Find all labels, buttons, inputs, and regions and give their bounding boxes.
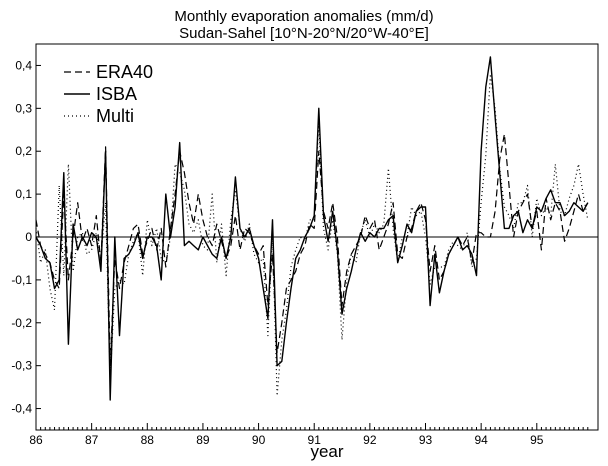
series-line-isba xyxy=(35,56,589,401)
y-tick-label: -0,2 xyxy=(11,316,32,330)
x-tick-label: 95 xyxy=(530,433,544,447)
x-tick-label: 88 xyxy=(141,433,155,447)
y-tick-label: 0,3 xyxy=(15,101,32,115)
legend-label-isba: ISBA xyxy=(96,84,137,104)
x-tick-label: 87 xyxy=(85,433,99,447)
series-line-era40 xyxy=(35,133,589,367)
x-axis-label: year xyxy=(310,442,343,461)
x-tick-label: 92 xyxy=(363,433,377,447)
legend-label-era40: ERA40 xyxy=(96,62,153,82)
chart-title: Monthly evaporation anomalies (mm/d) xyxy=(174,8,434,25)
x-tick-label: 86 xyxy=(29,433,43,447)
y-tick-label: -0,4 xyxy=(11,402,32,416)
y-tick-label: 0,4 xyxy=(15,58,32,72)
x-tick-label: 94 xyxy=(474,433,488,447)
x-tick-label: 89 xyxy=(196,433,210,447)
chart-subtitle: Sudan-Sahel [10°N-20°N/20°W-40°E] xyxy=(179,25,429,42)
x-tick-label: 93 xyxy=(419,433,433,447)
x-tick-label: 90 xyxy=(252,433,266,447)
y-tick-label: 0,1 xyxy=(15,187,32,201)
y-tick-label: -0,1 xyxy=(11,273,32,287)
series-layer xyxy=(35,56,589,401)
y-tick-label: -0,3 xyxy=(11,359,32,373)
axis-layer: 0,4 0,3 0,2 0,1 0 -0,1 -0,2 -0,3 -0,4 86 87 88 89 90 9… xyxy=(11,43,599,447)
y-tick-label: 0 xyxy=(25,230,32,244)
legend-label-multi: Multi xyxy=(96,106,134,126)
y-tick-label: 0,2 xyxy=(15,144,32,158)
x-tick-label: 91 xyxy=(308,433,322,447)
